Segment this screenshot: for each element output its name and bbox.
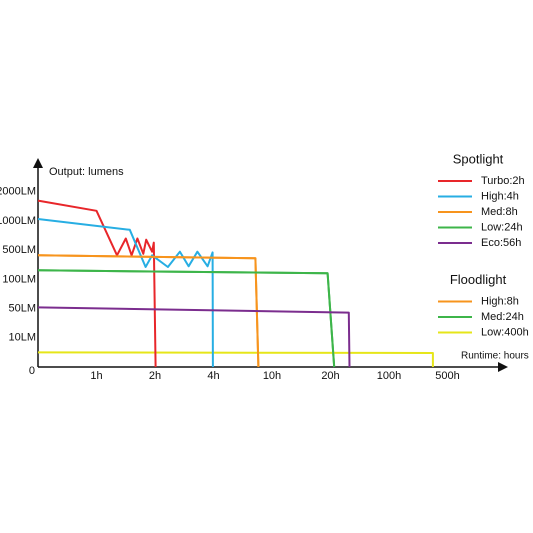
series-line [37,218,214,368]
y-axis-label: Output: lumens [49,166,124,178]
y-tick-label: 1000LM [0,215,36,227]
x-tick-label: 10h [263,370,281,382]
x-tick-label: 20h [321,370,339,382]
y-tick-label: 100LM [2,273,36,285]
legend-label: Turbo:2h [481,175,525,187]
y-tick-label: 500LM [2,244,36,256]
series-line [37,306,351,368]
x-tick-label: 1h [90,370,102,382]
legend-label: High:4h [481,190,519,202]
legend-label: Low:400h [481,326,529,338]
series-line [37,351,434,367]
series-line [37,199,157,368]
x-tick-label: 4h [207,370,219,382]
legend-label: Med:24h [481,311,524,323]
x-tick-label: 500h [435,370,459,382]
series-line [37,254,260,368]
x-tick-label: 100h [377,370,401,382]
y-tick-label: 10LM [8,332,36,344]
legend-label: Eco:56h [481,237,521,249]
y-tick-label: 2000LM [0,186,36,198]
x-axis-label: Runtime: hours [461,351,529,362]
legend-title: Floodlight [450,272,507,287]
legend-label: Med:8h [481,206,518,218]
series-line [37,269,336,368]
legend-label: High:8h [481,295,519,307]
x-tick-label: 2h [149,370,161,382]
y-tick-label: 50LM [8,303,36,315]
legend-label: Low:24h [481,221,523,233]
y-axis-arrow [33,158,43,168]
legend-title: Spotlight [453,151,504,166]
y-tick-label: 0 [29,365,35,377]
x-axis-arrow [498,362,508,372]
